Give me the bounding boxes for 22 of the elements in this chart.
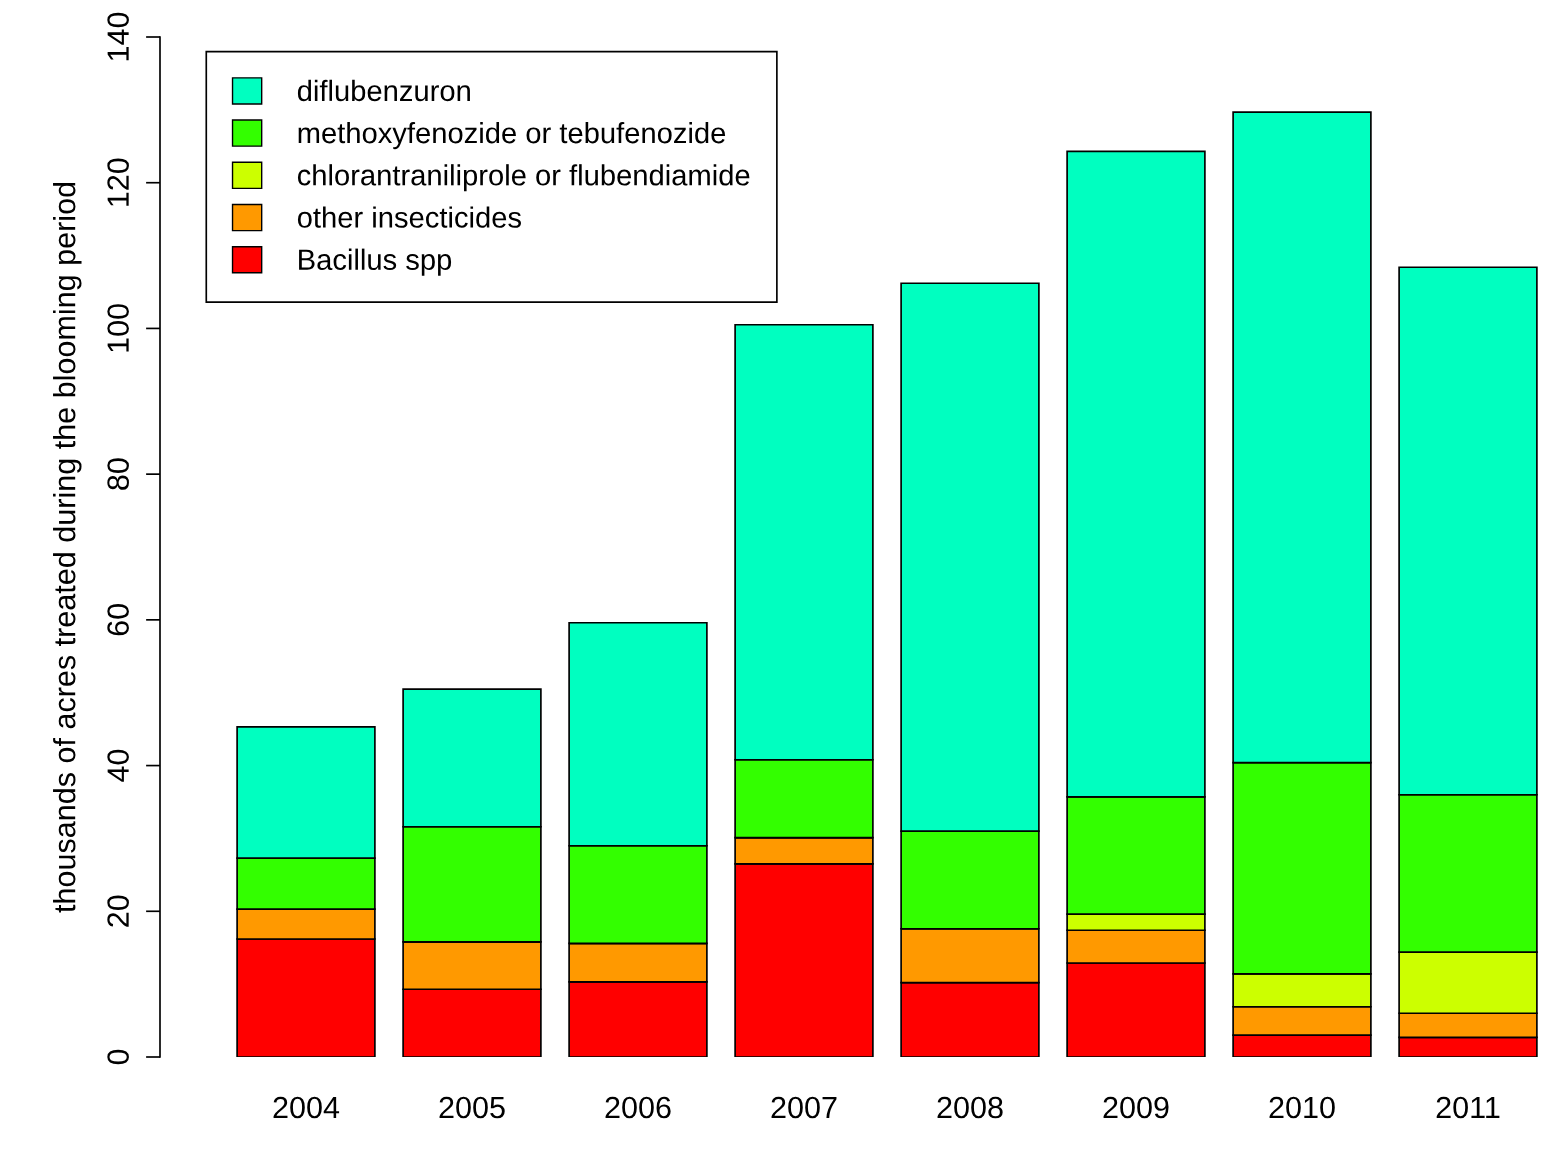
y-tick-label: 20 xyxy=(107,895,129,927)
x-tick-label: 2006 xyxy=(605,1096,671,1119)
y-tick-label: 100 xyxy=(107,304,129,352)
x-tick-label: 2009 xyxy=(1103,1096,1169,1119)
x-tick-label: 2004 xyxy=(273,1096,340,1119)
y-tick-label: 40 xyxy=(107,749,129,782)
legend-label: other insecticides xyxy=(297,206,521,228)
y-tick-label: 80 xyxy=(107,458,129,490)
x-tick-label: 2007 xyxy=(771,1096,837,1119)
legend-label: Bacillus spp xyxy=(299,248,452,276)
x-tick-label: 2005 xyxy=(439,1096,505,1119)
y-tick-label: 120 xyxy=(107,158,129,206)
legend-label: chlorantraniliprole or flubendiamide xyxy=(297,164,750,192)
legend-label: diflubenzuron xyxy=(297,79,470,102)
x-tick-label: 2010 xyxy=(1269,1096,1335,1119)
x-tick-label: 2008 xyxy=(937,1096,1003,1119)
legend-label: methoxyfenozide or tebufenozide xyxy=(298,121,726,150)
y-axis-title: thousands of acres treated during the blooming period xyxy=(53,182,82,913)
y-tick-label: 60 xyxy=(107,604,129,636)
y-tick-label: 140 xyxy=(107,12,129,61)
y-tick-label: 0 xyxy=(107,1049,129,1065)
x-tick-label: 2011 xyxy=(1436,1096,1500,1119)
